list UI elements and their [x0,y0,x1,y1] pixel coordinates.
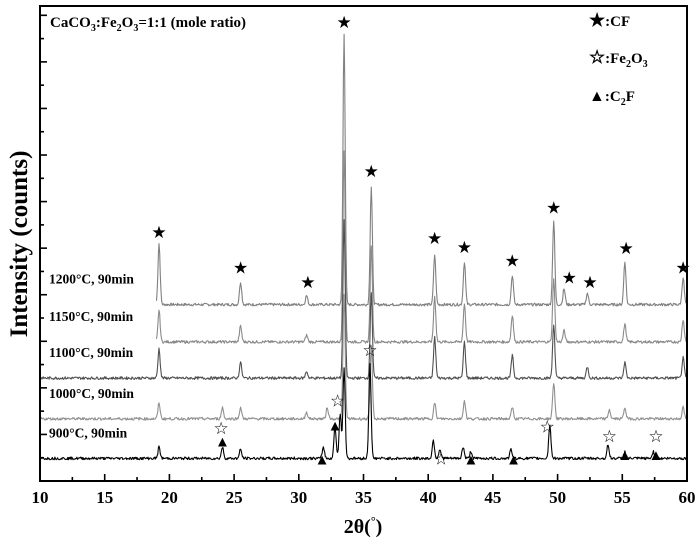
legend-symbol-c2f: ▲ [589,88,605,105]
fe2o3-peak-marker: ☆ [330,392,345,411]
x-tick-label: 55 [614,488,631,507]
cf-peak-marker: ★ [364,162,379,181]
series-label: 900°C, 90min [49,425,128,440]
x-tick-label: 50 [549,488,566,507]
series-label: 1150°C, 90min [49,309,134,324]
fe2o3-peak-marker: ☆ [434,449,449,468]
series-line [155,150,688,344]
x-tick-label: 45 [484,488,501,507]
x-axis-title: 2θ(°) [344,514,383,538]
series-label: 1100°C, 90min [49,345,134,360]
c2f-peak-marker: ▲ [506,452,521,468]
x-tick-label: 30 [290,488,307,507]
legend-symbol-fe2o3: ☆ [589,47,606,67]
legend: ★:CF ☆:Fe2O3 ▲:C2F [589,10,648,108]
fe2o3-peak-marker: ☆ [602,427,617,446]
y-axis-ticks [40,14,47,459]
series-line [39,219,688,380]
series-label: 1200°C, 90min [49,272,134,287]
x-tick-label: 15 [96,488,113,507]
cf-peak-marker: ★ [151,223,166,242]
phase-markers: ★★★★★★ ★★★★ ★★★☆☆☆☆☆ ☆ ☆▲▲▲▲ ▲ ▲ ▲ [151,13,690,469]
x-tick-label: 25 [226,488,243,507]
x-tick-label: 60 [679,488,696,507]
c2f-peak-marker: ▲ [215,434,230,450]
cf-peak-marker: ★ [427,229,442,248]
c2f-peak-marker: ▲ [463,452,478,468]
cf-peak-marker: ★ [562,268,577,287]
c2f-peak-marker: ▲ [315,452,330,468]
series-line [39,363,688,461]
plot-frame [39,5,688,482]
legend-entry-cf: ★:CF [589,10,630,30]
x-axis-ticks: 10 15 20 25 30 35 40 45 50 55 60 [32,474,696,507]
cf-peak-marker: ★ [233,258,248,277]
fe2o3-peak-marker: ☆ [540,418,555,437]
cf-peak-marker: ★ [300,273,315,292]
cf-peak-marker: ★ [582,273,597,292]
c2f-peak-marker: ▲ [328,418,343,434]
series-line [155,33,688,307]
y-axis-title: Intensity (counts) [6,151,33,338]
cf-peak-marker: ★ [619,239,634,258]
fe2o3-peak-marker: ☆ [362,341,377,360]
cf-peak-marker: ★ [675,258,690,277]
cf-peak-marker: ★ [336,13,351,32]
cf-peak-marker: ★ [546,198,561,217]
c2f-peak-marker: ▲ [617,448,632,464]
x-tick-label: 35 [355,488,372,507]
legend-entry-fe2o3: ☆:Fe2O3 [589,47,648,70]
cf-peak-marker: ★ [457,238,472,257]
x-tick-label: 20 [161,488,178,507]
plot-area [39,33,688,461]
composition-annotation: CaCO3:Fe2O3=1:1 (mole ratio) [50,15,246,34]
fe2o3-peak-marker: ☆ [648,427,663,446]
series-line [39,293,688,421]
x-tick-label: 40 [420,488,437,507]
x-tick-label: 10 [32,488,49,507]
legend-symbol-cf: ★ [589,10,606,30]
cf-peak-marker: ★ [505,251,520,270]
c2f-peak-marker: ▲ [649,448,664,464]
fe2o3-peak-marker: ☆ [214,419,229,438]
legend-entry-c2f: ▲:C2F [589,88,635,108]
series-label: 1000°C, 90min [49,386,134,401]
series-labels: 1200°C, 90min 1150°C, 90min 1100°C, 90min 1… [49,272,134,441]
